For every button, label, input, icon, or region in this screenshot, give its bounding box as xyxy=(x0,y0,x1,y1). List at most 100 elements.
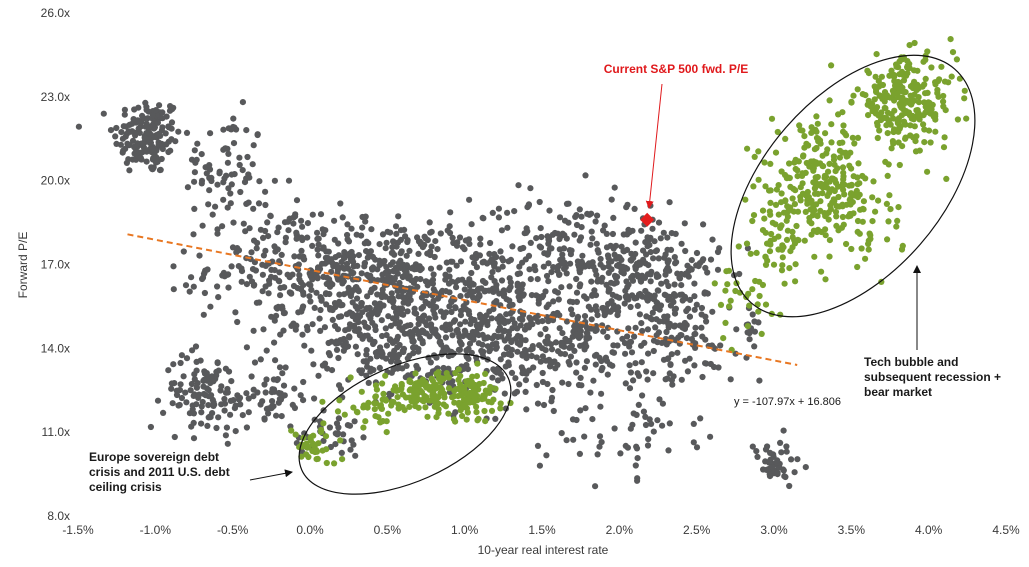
data-point xyxy=(626,343,633,350)
data-point xyxy=(392,264,400,271)
data-point xyxy=(299,223,306,230)
data-point xyxy=(791,201,799,208)
data-point xyxy=(308,286,315,293)
data-point xyxy=(504,318,512,325)
data-point xyxy=(175,128,182,135)
data-point xyxy=(871,96,878,103)
data-point xyxy=(675,334,682,341)
data-point xyxy=(498,227,505,234)
data-point xyxy=(360,404,367,411)
data-point xyxy=(581,433,588,440)
data-point xyxy=(230,219,237,226)
data-point xyxy=(691,362,698,369)
data-point xyxy=(566,361,573,368)
data-point xyxy=(204,266,211,273)
data-point xyxy=(350,323,357,330)
data-point xyxy=(173,387,180,394)
data-point xyxy=(437,230,444,237)
data-point xyxy=(823,179,830,187)
data-point xyxy=(209,211,216,218)
data-point xyxy=(265,233,272,240)
data-point xyxy=(655,255,662,262)
data-point xyxy=(826,237,834,244)
data-point xyxy=(671,281,678,288)
data-point xyxy=(792,165,799,173)
data-point xyxy=(393,314,400,321)
data-point xyxy=(827,206,835,213)
data-point xyxy=(856,180,863,187)
data-point xyxy=(775,211,782,218)
data-point xyxy=(507,283,514,291)
data-point xyxy=(836,147,844,154)
data-point xyxy=(269,386,276,393)
data-point xyxy=(753,249,760,256)
data-point xyxy=(442,288,449,295)
data-point xyxy=(453,327,460,334)
data-point xyxy=(537,331,544,338)
data-point xyxy=(764,257,771,264)
data-point xyxy=(377,344,384,351)
data-point xyxy=(750,183,757,190)
data-point xyxy=(873,88,880,96)
data-point xyxy=(809,207,817,215)
data-point xyxy=(869,194,876,201)
data-point xyxy=(783,448,790,455)
data-point xyxy=(459,412,466,420)
data-point xyxy=(624,333,631,340)
data-point xyxy=(460,365,467,372)
data-point xyxy=(542,325,549,333)
data-point xyxy=(488,274,495,281)
data-point xyxy=(487,384,494,391)
data-point xyxy=(198,409,205,416)
data-point xyxy=(594,451,601,458)
data-point xyxy=(536,462,544,469)
data-point xyxy=(625,226,632,233)
data-point xyxy=(668,351,675,358)
data-point xyxy=(556,325,563,332)
data-point xyxy=(131,106,138,113)
data-point xyxy=(214,283,221,290)
data-point xyxy=(146,123,153,130)
data-point xyxy=(632,324,639,331)
data-point xyxy=(245,409,252,416)
data-point xyxy=(118,129,125,136)
data-point xyxy=(892,82,899,90)
data-point xyxy=(525,202,532,209)
data-point xyxy=(808,124,815,131)
data-point xyxy=(895,117,902,124)
data-point xyxy=(746,336,753,343)
data-point xyxy=(486,389,493,396)
data-point xyxy=(791,159,798,166)
data-point xyxy=(385,313,392,320)
data-point xyxy=(691,293,698,300)
data-point xyxy=(540,401,548,409)
data-point xyxy=(458,392,465,399)
data-point xyxy=(533,354,540,361)
data-point xyxy=(548,245,555,252)
data-point xyxy=(336,382,343,389)
data-point xyxy=(509,301,516,308)
data-point xyxy=(382,325,389,332)
data-point xyxy=(826,160,833,167)
data-point xyxy=(801,133,808,140)
data-point xyxy=(509,325,516,332)
data-point xyxy=(767,449,774,456)
data-point xyxy=(886,192,893,199)
data-point xyxy=(808,129,815,136)
data-point xyxy=(309,211,316,218)
data-point xyxy=(332,430,339,437)
data-point xyxy=(536,198,543,206)
data-point xyxy=(281,309,288,317)
data-point xyxy=(284,218,291,225)
data-point xyxy=(619,263,626,270)
data-point xyxy=(367,365,375,372)
data-point xyxy=(193,384,200,391)
data-point xyxy=(566,344,573,351)
data-point xyxy=(650,370,657,377)
data-point xyxy=(824,192,831,199)
data-point xyxy=(715,364,722,371)
data-point xyxy=(953,56,961,63)
data-point xyxy=(160,409,167,416)
x-tick-label: 0.5% xyxy=(374,523,402,537)
data-point xyxy=(693,301,700,308)
